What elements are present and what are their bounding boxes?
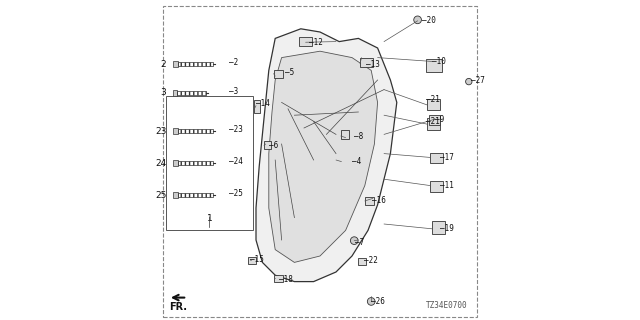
- Text: —19: —19: [440, 224, 454, 233]
- Bar: [173, 90, 177, 96]
- Text: —6: —6: [269, 141, 278, 150]
- Bar: [173, 192, 178, 198]
- Text: —18: —18: [279, 276, 293, 284]
- Text: 24: 24: [155, 159, 166, 168]
- Bar: [178, 193, 213, 197]
- Bar: [360, 58, 372, 67]
- Text: 1: 1: [207, 214, 212, 223]
- Bar: [178, 129, 213, 133]
- Bar: [178, 62, 213, 66]
- Text: —16: —16: [372, 196, 386, 205]
- Bar: [274, 275, 283, 282]
- Bar: [428, 118, 440, 130]
- Bar: [166, 96, 253, 230]
- Text: —14: —14: [256, 99, 270, 108]
- Text: —21: —21: [426, 117, 440, 126]
- Bar: [173, 128, 178, 134]
- Text: —8: —8: [354, 132, 363, 141]
- Bar: [173, 61, 178, 67]
- Text: —4: —4: [352, 157, 361, 166]
- Polygon shape: [256, 29, 397, 282]
- Text: —7: —7: [355, 238, 364, 247]
- Text: —21: —21: [426, 95, 440, 104]
- Bar: [432, 221, 445, 234]
- Text: —9: —9: [435, 115, 444, 124]
- Text: —2: —2: [229, 58, 238, 67]
- Bar: [274, 70, 284, 78]
- Text: —17: —17: [440, 153, 454, 162]
- Bar: [430, 181, 443, 192]
- Text: —3: —3: [229, 87, 238, 96]
- Text: 23: 23: [155, 127, 166, 136]
- Bar: [428, 99, 440, 110]
- Text: —24: —24: [229, 157, 243, 166]
- Bar: [254, 100, 260, 113]
- Text: 3: 3: [161, 88, 166, 97]
- Bar: [426, 59, 442, 72]
- Bar: [264, 141, 271, 149]
- Text: —13: —13: [366, 60, 380, 68]
- Text: —15: —15: [250, 255, 264, 264]
- Circle shape: [466, 78, 472, 85]
- Text: —11: —11: [440, 181, 454, 190]
- Bar: [365, 197, 374, 205]
- Text: 2: 2: [161, 60, 166, 68]
- Text: —27: —27: [471, 76, 485, 84]
- Text: —20: —20: [422, 16, 436, 25]
- Text: —25: —25: [229, 189, 243, 198]
- Bar: [248, 257, 256, 264]
- Text: —5: —5: [285, 68, 294, 76]
- Text: FR.: FR.: [170, 302, 188, 312]
- Text: 25: 25: [155, 191, 166, 200]
- Polygon shape: [269, 51, 378, 262]
- Text: —10: —10: [432, 57, 446, 66]
- Text: —12: —12: [309, 38, 323, 47]
- Bar: [177, 91, 206, 95]
- Text: —26: —26: [371, 297, 385, 306]
- Bar: [430, 153, 443, 163]
- Text: —22: —22: [364, 256, 378, 265]
- Bar: [178, 161, 213, 165]
- Circle shape: [351, 237, 358, 244]
- Text: TZ34E0700: TZ34E0700: [426, 301, 467, 310]
- Bar: [340, 130, 349, 139]
- Bar: [173, 160, 178, 166]
- Text: —23: —23: [229, 125, 243, 134]
- Bar: [429, 115, 440, 125]
- Bar: [358, 258, 366, 265]
- Bar: [300, 37, 312, 46]
- Circle shape: [414, 16, 422, 24]
- Circle shape: [367, 298, 375, 305]
